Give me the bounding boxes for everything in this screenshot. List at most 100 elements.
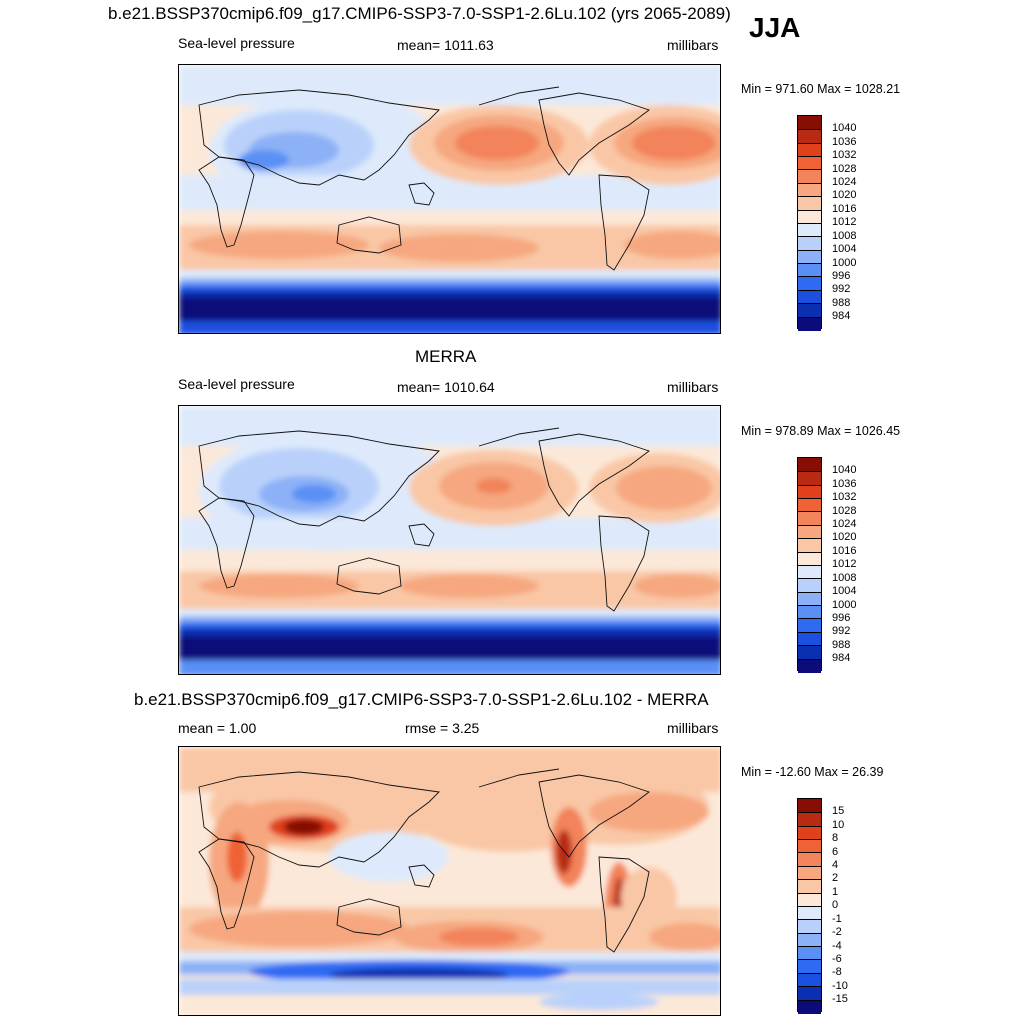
panel3-colorbar-swatch <box>798 947 821 961</box>
panel2-map <box>178 405 721 675</box>
panel1-colorbar-label: 1000 <box>832 257 857 269</box>
panel1-center-label: mean= 1011.63 <box>397 37 494 53</box>
panel3-colorbar-label: 0 <box>832 899 839 911</box>
panel1-colorbar-label: 992 <box>832 283 851 295</box>
panel2-colorbar-label: 992 <box>832 625 851 637</box>
panel1-minmax: Min = 971.60 Max = 1028.21 <box>741 82 901 96</box>
panel2-minmax: Min = 978.89 Max = 1026.45 <box>741 424 901 438</box>
panel3-mean-label: mean = 1.00 <box>178 720 257 736</box>
panel1-colorbar-swatch <box>798 237 821 251</box>
panel1-colorbar-swatch <box>798 197 821 211</box>
panel1-colorbar-swatch <box>798 210 821 224</box>
panel1-colorbar-swatch <box>798 183 821 198</box>
panel2-colorbar-swatch <box>798 472 821 486</box>
panel3-colorbar-swatch <box>798 799 821 814</box>
panel1-title: b.e21.BSSP370cmip6.f09_g17.CMIP6-SSP3-7.… <box>108 4 731 23</box>
panel3-colorbar-swatch <box>798 920 821 934</box>
panel1-colorbar-label: 1020 <box>832 189 857 201</box>
panel2-colorbar-swatch <box>798 512 821 526</box>
panel3-rmse-label: rmse = 3.25 <box>405 720 480 736</box>
panel1-colorbar <box>797 115 822 332</box>
panel3-colorbar-label: -10 <box>832 980 848 992</box>
panel3-colorbar-swatch <box>798 973 821 988</box>
panel1-colorbar-swatch <box>798 277 821 291</box>
panel3-colorbar-swatch <box>798 960 821 974</box>
panel3-colorbar-label: 15 <box>832 805 845 817</box>
panel3-colorbar-label: 4 <box>832 859 839 871</box>
panel3-colorbar-label: 2 <box>832 872 839 884</box>
panel2-colorbar-label: 1004 <box>832 585 857 597</box>
panel2-left-label: Sea-level pressure <box>178 376 295 392</box>
panel1-colorbar-swatch <box>798 223 821 238</box>
panel2-colorbar-label: 988 <box>832 639 851 651</box>
panel2-colorbar-label: 1036 <box>832 478 857 490</box>
panel2-colorbar-label: 1000 <box>832 599 857 611</box>
panel2-colorbar-swatch <box>798 646 821 660</box>
panel3-colorbar-swatch <box>798 839 821 854</box>
panel2-colorbar-swatch <box>798 485 821 499</box>
panel1-colorbar-swatch <box>798 116 821 131</box>
panel2-colorbar-label: 1024 <box>832 518 857 530</box>
panel3-colorbar-label: -15 <box>832 993 848 1005</box>
panel3-colorbar-swatch <box>798 987 821 1001</box>
panel3-colorbar-swatch <box>798 866 821 881</box>
panel3-colorbar-swatch <box>798 906 821 921</box>
panel3-colorbar-swatch <box>798 1000 821 1015</box>
panel2-colorbar-swatch <box>798 525 821 540</box>
panel2-colorbar-swatch <box>798 632 821 647</box>
panel2-colorbar-label: 1020 <box>832 531 857 543</box>
panel1-colorbar-swatch <box>798 290 821 305</box>
panel2-colorbar-swatch <box>798 592 821 607</box>
panel3-colorbar-label: -2 <box>832 926 842 938</box>
panel2-colorbar-swatch <box>798 619 821 633</box>
panel2-colorbar-swatch <box>798 606 821 620</box>
panel1-colorbar-label: 1016 <box>832 203 857 215</box>
panel2-colorbar-swatch <box>798 498 821 513</box>
panel3-colorbar-swatch <box>798 880 821 894</box>
panel1-colorbar-label: 1028 <box>832 163 857 175</box>
panel3-colorbar-swatch <box>798 853 821 867</box>
panel1-colorbar-swatch <box>798 130 821 144</box>
panel1-colorbar-swatch <box>798 143 821 157</box>
panel2-colorbar-swatch <box>798 539 821 553</box>
panel3-map <box>178 746 721 1016</box>
panel2-colorbar-label: 1008 <box>832 572 857 584</box>
panel1-colorbar-label: 988 <box>832 297 851 309</box>
panel1-colorbar-label: 1024 <box>832 176 857 188</box>
panel1-colorbar-label: 1008 <box>832 230 857 242</box>
panel2-colorbar-label: 984 <box>832 652 851 664</box>
panel1-colorbar-swatch <box>798 170 821 184</box>
panel3-minmax: Min = -12.60 Max = 26.39 <box>741 765 884 779</box>
panel3-colorbar-swatch <box>798 813 821 827</box>
panel2-title: MERRA <box>415 347 477 366</box>
panel1-colorbar-label: 1032 <box>832 149 857 161</box>
panel3-colorbar-label: -4 <box>832 940 842 952</box>
panel1-colorbar-label: 1040 <box>832 122 857 134</box>
panel1-colorbar-label: 1012 <box>832 216 857 228</box>
panel1-colorbar-swatch <box>798 156 821 171</box>
panel1-colorbar-label: 984 <box>832 310 851 322</box>
panel1-colorbar-label: 996 <box>832 270 851 282</box>
panel1-colorbar-swatch <box>798 264 821 278</box>
panel2-colorbar-swatch <box>798 552 821 566</box>
panel3-colorbar-label: -1 <box>832 913 842 925</box>
panel3-colorbar-label: 8 <box>832 832 839 844</box>
panel3-colorbar-label: -6 <box>832 953 842 965</box>
panel1-colorbar-swatch <box>798 304 821 318</box>
panel3-colorbar <box>797 798 822 1015</box>
panel1-colorbar-swatch <box>798 317 821 332</box>
panel3-colorbar-label: 10 <box>832 819 845 831</box>
panel2-colorbar-label: 1016 <box>832 545 857 557</box>
panel3-colorbar-label: 1 <box>832 886 839 898</box>
panel2-colorbar-label: 1012 <box>832 558 857 570</box>
panel2-colorbar-swatch <box>798 458 821 473</box>
panel3-colorbar-swatch <box>798 933 821 948</box>
panel2-colorbar-label: 996 <box>832 612 851 624</box>
panel1-colorbar-label: 1004 <box>832 243 857 255</box>
panel2-colorbar-swatch <box>798 659 821 674</box>
panel3-title: b.e21.BSSP370cmip6.f09_g17.CMIP6-SSP3-7.… <box>134 690 709 709</box>
panel1-units-label: millibars <box>667 37 719 53</box>
panel2-colorbar-label: 1028 <box>832 505 857 517</box>
panel1-colorbar-label: 1036 <box>832 136 857 148</box>
panel1-colorbar-swatch <box>798 250 821 265</box>
